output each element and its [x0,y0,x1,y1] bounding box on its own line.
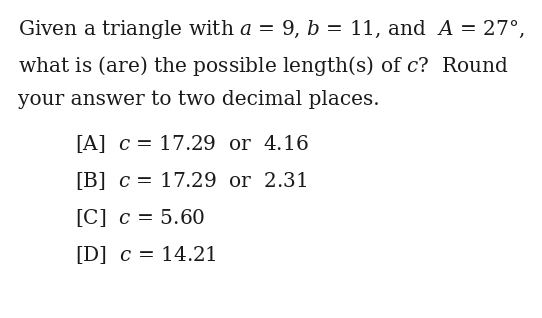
Text: your answer to two decimal places.: your answer to two decimal places. [18,90,379,109]
Text: [C]  $c$ = 5.60: [C] $c$ = 5.60 [75,207,205,229]
Text: [A]  $c$ = 17.29  or  4.16: [A] $c$ = 17.29 or 4.16 [75,133,308,155]
Text: [B]  $c$ = 17.29  or  2.31: [B] $c$ = 17.29 or 2.31 [75,170,307,192]
Text: Given a triangle with $a$ = 9, $b$ = 11, and  $A$ = 27°,: Given a triangle with $a$ = 9, $b$ = 11,… [18,18,525,41]
Text: what is (are) the possible length(s) of $c$?  Round: what is (are) the possible length(s) of … [18,54,508,78]
Text: [D]  $c$ = 14.21: [D] $c$ = 14.21 [75,244,217,266]
